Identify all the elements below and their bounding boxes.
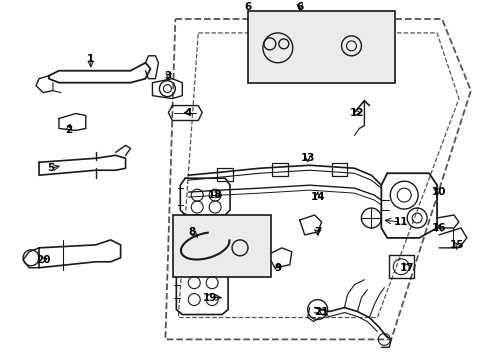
Text: 1: 1 <box>87 54 94 64</box>
Text: 10: 10 <box>431 187 446 197</box>
Text: 19: 19 <box>203 293 217 303</box>
Text: 8: 8 <box>188 227 196 237</box>
Text: 18: 18 <box>207 190 222 200</box>
Text: 9: 9 <box>274 263 281 273</box>
Text: 6: 6 <box>244 2 251 12</box>
Text: 2: 2 <box>65 125 72 135</box>
Text: 15: 15 <box>449 240 463 250</box>
Bar <box>247 11 394 83</box>
Text: 11: 11 <box>393 217 407 227</box>
Text: 21: 21 <box>314 307 328 316</box>
Text: 7: 7 <box>313 227 321 237</box>
Text: 3: 3 <box>164 71 172 81</box>
Text: 6: 6 <box>296 2 303 12</box>
Bar <box>173 215 270 277</box>
Text: 20: 20 <box>36 255 50 265</box>
Text: 13: 13 <box>300 153 314 163</box>
Text: 14: 14 <box>310 192 325 202</box>
Text: 16: 16 <box>431 223 446 233</box>
Text: 5: 5 <box>47 163 55 173</box>
Text: 4: 4 <box>184 108 192 117</box>
Text: 17: 17 <box>399 263 414 273</box>
Text: 12: 12 <box>349 108 364 117</box>
